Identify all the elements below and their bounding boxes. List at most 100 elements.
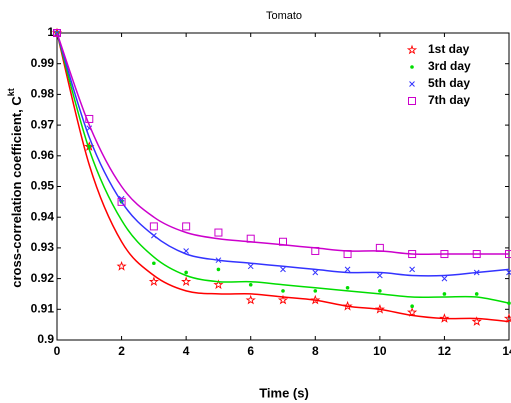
marker (473, 269, 480, 276)
cross (441, 275, 448, 282)
star (310, 294, 321, 305)
y-tick-label: 0.96 (31, 148, 55, 162)
x-tick-label: 0 (54, 344, 61, 358)
chart-title: Tomato (266, 10, 302, 22)
x-axis-label: Time (s) (259, 385, 309, 400)
marker (152, 261, 156, 266)
cross (377, 272, 383, 279)
x-tick-label: 10 (373, 344, 387, 358)
marker (53, 29, 61, 37)
star (245, 294, 256, 305)
dot (410, 65, 414, 69)
fit-curve (56, 32, 510, 304)
marker (343, 250, 352, 259)
dot (216, 267, 221, 272)
marker (441, 275, 448, 282)
star (277, 294, 289, 305)
cross (215, 257, 222, 264)
cross (247, 263, 254, 270)
dot (442, 292, 447, 296)
legend-label: 7th day (428, 93, 470, 107)
cross (183, 248, 189, 254)
square (375, 243, 384, 252)
star (180, 276, 192, 287)
square (408, 250, 417, 259)
square (246, 234, 255, 243)
dot (474, 292, 479, 296)
star (116, 260, 127, 271)
marker (406, 307, 418, 317)
marker (313, 289, 318, 293)
marker (410, 304, 414, 309)
marker (281, 289, 285, 293)
square (214, 228, 223, 237)
cross (312, 269, 319, 276)
square (117, 197, 126, 206)
marker (374, 303, 386, 314)
y-tick-label: 0.98 (31, 87, 55, 101)
y-tick-label: 0.91 (31, 301, 55, 315)
star (148, 276, 160, 287)
y-tick-label: 0.94 (31, 209, 55, 223)
star (342, 300, 353, 311)
marker (247, 263, 254, 270)
marker (410, 65, 414, 69)
marker (375, 243, 384, 252)
y-tick-label: 0.9 (37, 332, 54, 346)
marker (277, 294, 289, 305)
marker (85, 114, 94, 123)
marker (279, 237, 287, 246)
x-tick-label: 12 (438, 344, 452, 358)
square (505, 250, 511, 259)
marker (378, 289, 382, 293)
marker (215, 257, 222, 264)
dot (313, 289, 318, 293)
marker (245, 294, 256, 305)
marker (474, 292, 479, 296)
y-tick-label: 0.99 (31, 56, 55, 70)
y-axis-label: cross-correlation coefficient, Ckt (6, 88, 24, 287)
marker (503, 313, 511, 323)
fit-curve (56, 32, 509, 256)
square (311, 246, 320, 255)
dot (184, 270, 188, 275)
square (440, 250, 449, 259)
marker (472, 250, 481, 259)
cross (344, 266, 351, 273)
marker (344, 266, 351, 273)
y-tick-label: 1 (47, 25, 54, 39)
square (472, 250, 481, 259)
dot (378, 289, 382, 293)
marker (117, 197, 126, 206)
y-tick-label: 0.92 (31, 271, 55, 285)
marker (442, 292, 447, 296)
legend-label: 5th day (428, 76, 470, 90)
marker (246, 234, 255, 243)
cross (473, 269, 480, 276)
marker (440, 250, 449, 259)
dot (281, 289, 285, 293)
marker (116, 260, 127, 271)
marker (377, 272, 383, 279)
x-tick-label: 14 (502, 344, 511, 358)
marker (216, 267, 221, 272)
marker (183, 248, 189, 254)
marker (406, 44, 418, 55)
cross (280, 266, 286, 273)
star (406, 44, 418, 55)
legend-label: 3rd day (428, 59, 471, 73)
square (53, 29, 61, 37)
marker (280, 266, 286, 273)
marker (408, 250, 417, 259)
star (439, 313, 450, 323)
marker (342, 300, 353, 311)
x-tick-label: 2 (118, 344, 125, 358)
y-tick-label: 0.97 (31, 117, 55, 131)
fit-curve (56, 32, 510, 277)
star (374, 303, 386, 314)
square (149, 222, 158, 231)
y-axis-label-group: cross-correlation coefficient, Ckt (6, 88, 24, 287)
dot (87, 144, 92, 149)
marker (345, 286, 350, 290)
